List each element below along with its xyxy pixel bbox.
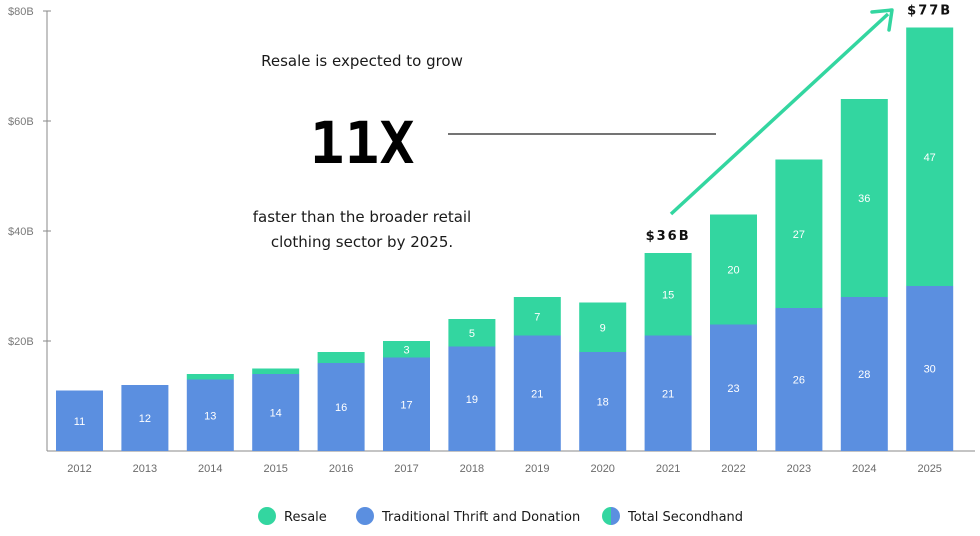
x-tick-label-2020: 2020	[590, 463, 614, 475]
bar-thrift-2020	[579, 352, 627, 451]
legend-thrift-label: Traditional Thrift and Donation	[381, 510, 580, 525]
bar-resale-label-2017: 3	[403, 344, 409, 356]
bar-resale-2023	[775, 159, 823, 308]
bar-resale-label-2024: 36	[858, 193, 870, 205]
bar-thrift-2018	[448, 346, 496, 451]
bar-thrift-2021	[644, 335, 692, 451]
legend-total-swatch-left	[602, 507, 611, 525]
bar-thrift-2015	[252, 374, 300, 451]
bar-resale-2024	[840, 99, 888, 297]
bar-resale-2014	[186, 374, 234, 380]
bar-resale-2025	[906, 27, 954, 286]
x-tick-label-2019: 2019	[525, 463, 549, 475]
bar-thrift-label-2020: 18	[597, 397, 609, 409]
legend-thrift-swatch	[356, 507, 374, 525]
x-tick-label-2012: 2012	[67, 463, 91, 475]
x-tick-label-2018: 2018	[460, 463, 484, 475]
bar-thrift-label-2017: 17	[400, 399, 412, 411]
bars: 11 12 13 14 16 3 17 5 19 7 21 9 18 15 21 20 23 27 26 36 28 47…	[56, 27, 954, 451]
x-ticks: 2012 2013 2014 2015 2016 2017 2018 2019 2020 2021…	[67, 463, 942, 475]
bar-thrift-label-2025: 30	[924, 364, 936, 376]
annotation: Resale is expected to grow 11X faster th…	[253, 52, 716, 251]
bar-thrift-2019	[513, 335, 561, 451]
x-tick-label-2025: 2025	[917, 463, 941, 475]
legend-resale-swatch	[258, 507, 276, 525]
growth-arrow-head	[870, 8, 894, 32]
callout-2021: $36B	[646, 229, 691, 244]
bar-resale-label-2018: 5	[469, 328, 475, 340]
x-tick-label-2013: 2013	[133, 463, 157, 475]
legend-total-label: Total Secondhand	[627, 510, 743, 525]
bar-resale-label-2022: 20	[727, 265, 739, 277]
bar-resale-2021	[644, 253, 692, 336]
bar-thrift-label-2012: 11	[74, 416, 85, 428]
bar-thrift-2014	[186, 379, 234, 451]
bar-thrift-label-2023: 26	[793, 375, 805, 387]
y-tick-label-0: $20B	[8, 336, 34, 348]
bar-thrift-label-2024: 28	[858, 369, 870, 381]
bar-resale-label-2021: 15	[662, 289, 674, 301]
axes	[46, 11, 975, 452]
bar-thrift-2012	[56, 390, 103, 451]
annotation-line2: faster than the broader retail	[253, 208, 471, 226]
bar-thrift-label-2019: 21	[531, 388, 543, 400]
x-tick-label-2021: 2021	[656, 463, 680, 475]
bar-resale-2017	[383, 341, 430, 358]
bar-thrift-2023	[775, 308, 823, 451]
x-tick-label-2015: 2015	[263, 463, 287, 475]
y-ticks: $20B $40B $60B $80B	[8, 6, 51, 348]
growth-arrow-line	[669, 12, 890, 216]
bar-thrift-label-2022: 23	[727, 383, 739, 395]
annotation-line1: Resale is expected to grow	[261, 52, 463, 70]
bar-thrift-2016	[317, 363, 365, 451]
bar-thrift-label-2013: 12	[139, 413, 151, 425]
legend-resale-label: Resale	[284, 510, 327, 525]
bar-thrift-label-2021: 21	[662, 388, 674, 400]
bar-resale-2022	[710, 214, 757, 325]
x-tick-label-2014: 2014	[198, 463, 222, 475]
growth-arrow	[669, 8, 894, 216]
bar-resale-label-2020: 9	[600, 322, 606, 334]
legend-total-swatch	[602, 507, 620, 525]
bar-thrift-2017	[383, 357, 430, 451]
x-tick-label-2024: 2024	[852, 463, 876, 475]
bar-thrift-2013	[121, 385, 169, 451]
callout-2025: $77B	[907, 4, 952, 19]
y-tick-label-3: $80B	[8, 6, 34, 18]
bar-thrift-2025	[906, 286, 954, 451]
bar-resale-label-2025: 47	[924, 152, 936, 164]
x-tick-label-2023: 2023	[787, 463, 811, 475]
y-tick-label-1: $40B	[8, 226, 34, 238]
x-tick-label-2016: 2016	[329, 463, 353, 475]
x-tick-label-2017: 2017	[394, 463, 418, 475]
bar-resale-label-2019: 7	[534, 311, 540, 323]
bar-thrift-label-2015: 14	[270, 408, 282, 420]
bar-resale-2016	[317, 352, 365, 363]
annotation-big-number: 11X	[310, 109, 415, 177]
bar-resale-2018	[448, 319, 496, 347]
bar-resale-2019	[513, 297, 561, 336]
legend-total-swatch-right	[611, 507, 620, 525]
bar-resale-label-2023: 27	[793, 229, 805, 241]
bar-thrift-label-2016: 16	[335, 402, 347, 414]
y-tick-label-2: $60B	[8, 116, 34, 128]
bar-thrift-2022	[710, 324, 757, 451]
bar-thrift-2024	[840, 297, 888, 451]
bar-resale-2020	[579, 302, 627, 352]
bar-resale-2015	[252, 368, 300, 374]
annotation-line3: clothing sector by 2025.	[271, 233, 453, 251]
bar-thrift-label-2014: 13	[204, 410, 216, 422]
callouts: $36B $77B	[646, 4, 952, 245]
legend: Resale Traditional Thrift and Donation T…	[258, 507, 743, 525]
x-tick-label-2022: 2022	[721, 463, 745, 475]
bar-thrift-label-2018: 19	[466, 394, 478, 406]
